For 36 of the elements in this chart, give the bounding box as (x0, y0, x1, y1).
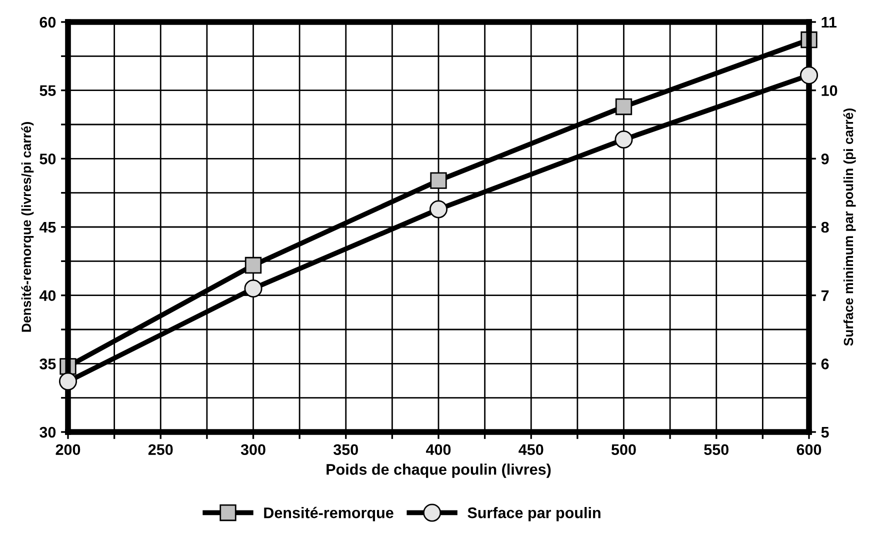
point (58, 372, 78, 390)
y2-tick-label: 5 (821, 427, 829, 438)
y2-tick-label: 8 (821, 222, 829, 233)
y2-tick-label: 10 (822, 85, 838, 96)
x-tick-label: 200 (56, 444, 80, 456)
y2-tick-label: 11 (822, 17, 837, 28)
point (614, 130, 633, 149)
point (430, 172, 447, 189)
point (429, 200, 448, 218)
legend-label: Densité-remorque (264, 506, 394, 522)
x-axis-title: Poids de chaque poulin (livres) (326, 464, 551, 478)
x-tick-label: 500 (611, 444, 636, 456)
y2-tick-label: 6 (821, 358, 829, 370)
y-axis-title: Densité-remorque (livres/pi carré) (21, 122, 34, 332)
y-tick-label: 40 (39, 290, 56, 302)
y-tick-label: 30 (40, 426, 56, 438)
y-tick-label: 45 (39, 222, 56, 233)
y-tick-label: 50 (40, 154, 56, 164)
x-tick-label: 600 (796, 444, 822, 456)
x-tick-label: 450 (518, 444, 544, 456)
x-tick-label: 250 (148, 444, 173, 456)
y2-axis-title: Surface minimum par poulin (pi carré) (843, 108, 856, 346)
point (244, 279, 262, 298)
y-tick-label: 55 (40, 85, 56, 96)
x-tick-label: 350 (333, 444, 358, 456)
x-tick-label: 300 (240, 444, 266, 456)
x-tick-label: 550 (704, 444, 728, 456)
point (615, 98, 632, 116)
x-tick-label: 400 (426, 444, 451, 456)
point (800, 66, 818, 84)
legend-label: Surface par poulin (468, 507, 600, 522)
y2-tick-label: 9 (821, 154, 829, 164)
y-tick-label: 35 (40, 358, 56, 370)
y2-tick-label: 7 (821, 290, 829, 301)
point (244, 256, 262, 274)
y-tick-label: 60 (40, 16, 56, 28)
